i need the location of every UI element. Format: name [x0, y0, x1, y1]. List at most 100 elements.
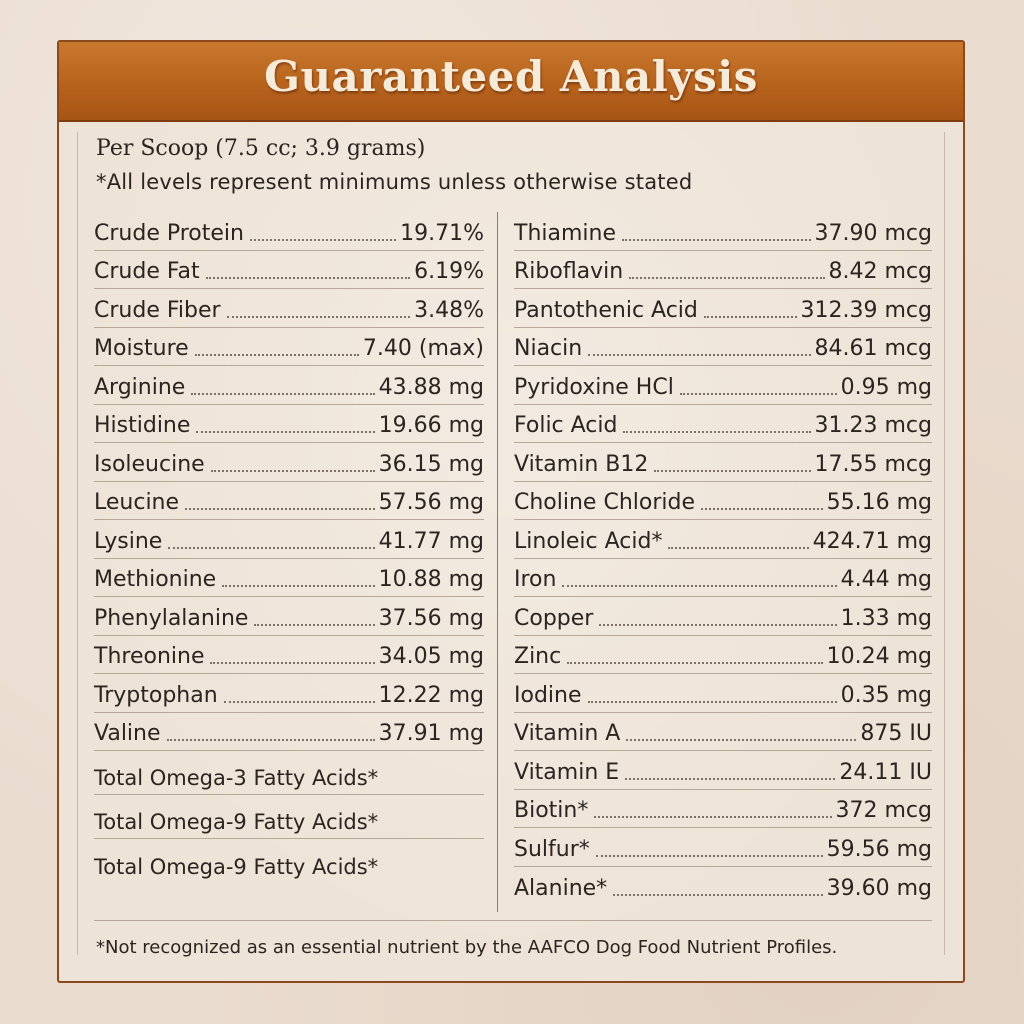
- nutrient-label: Total Omega-3 Fatty Acids*: [94, 766, 379, 790]
- nutrient-value: 0.35 mg: [840, 682, 932, 708]
- nutrient-row: Linoleic Acid* 424.71 mg: [514, 520, 932, 559]
- dot-leader: [254, 623, 375, 626]
- nutrient-label: Crude Fiber: [94, 297, 221, 323]
- nutrient-value: 7.40 (max): [362, 336, 484, 361]
- dot-leader: [629, 277, 825, 279]
- dot-leader: [223, 700, 375, 703]
- nutrient-row: Vitamin E 24.11 IU: [514, 751, 932, 790]
- dot-leader: [185, 508, 375, 510]
- dot-leader: [613, 894, 823, 896]
- nutrient-value: 55.16 mg: [826, 490, 932, 515]
- nutrient-row: Tryptophan 12.22 mg: [94, 674, 484, 713]
- dot-leader: [567, 662, 823, 664]
- nutrient-value: 34.05 mg: [378, 644, 484, 669]
- nutrient-value: 10.24 mg: [826, 644, 932, 669]
- dot-leader: [595, 854, 823, 857]
- dot-leader: [654, 469, 811, 472]
- nutrient-value: 31.23 mcg: [814, 413, 932, 438]
- dot-leader: [701, 508, 823, 510]
- nutrient-label: Copper: [514, 605, 594, 631]
- nutrient-value: 17.55 mcg: [814, 451, 932, 477]
- nutrient-value: 41.77 mg: [378, 528, 484, 554]
- nutrient-row: Crude Fat 6.19%: [94, 251, 484, 289]
- nutrient-label: Crude Protein: [94, 220, 244, 246]
- nutrient-row: Isoleucine 36.15 mg: [94, 443, 484, 482]
- nutrient-label: Pantothenic Acid: [514, 297, 698, 323]
- nutrient-row: Riboflavin 8.42 mcg: [514, 251, 932, 289]
- nutrient-label: Histidine: [94, 413, 191, 438]
- nutrient-row: Valine 37.91 mg: [94, 713, 484, 751]
- dot-leader: [703, 315, 797, 318]
- nutrient-row: Vitamin B12 17.55 mcg: [514, 443, 932, 482]
- dot-leader: [205, 277, 411, 279]
- nutrient-row: Total Omega-9 Fatty Acids*: [94, 839, 484, 883]
- nutrient-label: Folic Acid: [514, 413, 618, 438]
- nutrient-row: Choline Chloride 55.16 mg: [514, 482, 932, 520]
- nutrient-label: Thiamine: [514, 220, 616, 246]
- nutrient-value: 424.71 mg: [812, 528, 932, 554]
- nutrient-value: 37.90 mcg: [814, 220, 932, 246]
- nutrient-row: Biotin* 372 mcg: [514, 790, 932, 828]
- dot-leader: [594, 816, 832, 818]
- dot-leader: [623, 431, 811, 433]
- nutrient-row: Iron 4.44 mg: [514, 559, 932, 597]
- nutrient-row: Pantothenic Acid 312.39 mcg: [514, 289, 932, 328]
- nutrient-value: 875 IU: [860, 721, 932, 746]
- nutrient-label: Total Omega-9 Fatty Acids*: [94, 810, 379, 834]
- nutrient-label: Methionine: [94, 567, 217, 592]
- nutrient-row: Zinc 10.24 mg: [514, 636, 932, 674]
- nutrient-value: 19.66 mg: [378, 413, 484, 438]
- nutrient-label: Zinc: [514, 644, 562, 669]
- dot-leader: [166, 739, 375, 741]
- nutrient-row: Lysine 41.77 mg: [94, 520, 484, 559]
- nutrient-row: Sulfur* 59.56 mg: [514, 828, 932, 867]
- analysis-panel: Guaranteed Analysis: [57, 40, 965, 983]
- nutrient-row: Arginine 43.88 mg: [94, 366, 484, 405]
- nutrient-row: Total Omega-3 Fatty Acids*: [94, 751, 484, 795]
- nutrient-row: Folic Acid 31.23 mcg: [514, 405, 932, 443]
- dot-leader: [191, 392, 375, 395]
- nutrient-value: 24.11 IU: [839, 759, 932, 785]
- nutrient-value: 3.48%: [414, 297, 484, 323]
- nutrient-label: Lysine: [94, 528, 163, 554]
- dot-leader: [679, 392, 837, 395]
- dot-leader: [249, 238, 397, 241]
- bottom-rule: [94, 920, 932, 921]
- nutrient-row: Threonine 34.05 mg: [94, 636, 484, 674]
- nutrient-row: Phenylalanine 37.56 mg: [94, 597, 484, 636]
- nutrient-value: 37.56 mg: [378, 605, 484, 631]
- dot-leader: [194, 354, 359, 356]
- nutrient-row: Crude Fiber 3.48%: [94, 289, 484, 328]
- nutrient-label: Vitamin B12: [514, 451, 649, 477]
- right-nutrient-column: Thiamine 37.90 mcg Riboflavin 8.42 mcg Pan…: [514, 212, 932, 905]
- nutrient-value: 43.88 mg: [378, 374, 484, 400]
- title-banner: Guaranteed Analysis: [59, 42, 963, 122]
- dot-leader: [168, 546, 375, 549]
- nutrient-value: 57.56 mg: [378, 490, 484, 515]
- dot-leader: [588, 354, 811, 356]
- dot-leader: [196, 431, 375, 433]
- column-divider: [497, 212, 498, 912]
- nutrient-label: Crude Fat: [94, 259, 200, 284]
- dot-leader: [626, 739, 857, 741]
- left-nutrient-column: Crude Protein 19.71% Crude Fat 6.19% Crude…: [94, 212, 484, 883]
- nutrient-label: Niacin: [514, 336, 583, 361]
- nutrient-row: Niacin 84.61 mcg: [514, 328, 932, 366]
- nutrient-label: Valine: [94, 721, 161, 746]
- aafco-footnote: *Not recognized as an essential nutrient…: [96, 937, 838, 958]
- nutrient-value: 37.91 mg: [378, 721, 484, 746]
- dot-leader: [599, 623, 837, 626]
- nutrient-label: Leucine: [94, 490, 180, 515]
- nutrient-row: Histidine 19.66 mg: [94, 405, 484, 443]
- nutrient-value: 6.19%: [414, 259, 484, 284]
- nutrient-row: Thiamine 37.90 mcg: [514, 212, 932, 251]
- nutrient-label: Phenylalanine: [94, 605, 249, 631]
- nutrient-value: 10.88 mg: [378, 567, 484, 592]
- nutrient-label: Iron: [514, 567, 557, 592]
- nutrient-label: Arginine: [94, 374, 186, 400]
- nutrient-row: Copper 1.33 mg: [514, 597, 932, 636]
- nutrient-row: Iodine 0.35 mg: [514, 674, 932, 713]
- inner-frame: [77, 132, 945, 955]
- nutrient-label: Iodine: [514, 682, 582, 708]
- nutrient-row: Total Omega-9 Fatty Acids*: [94, 795, 484, 839]
